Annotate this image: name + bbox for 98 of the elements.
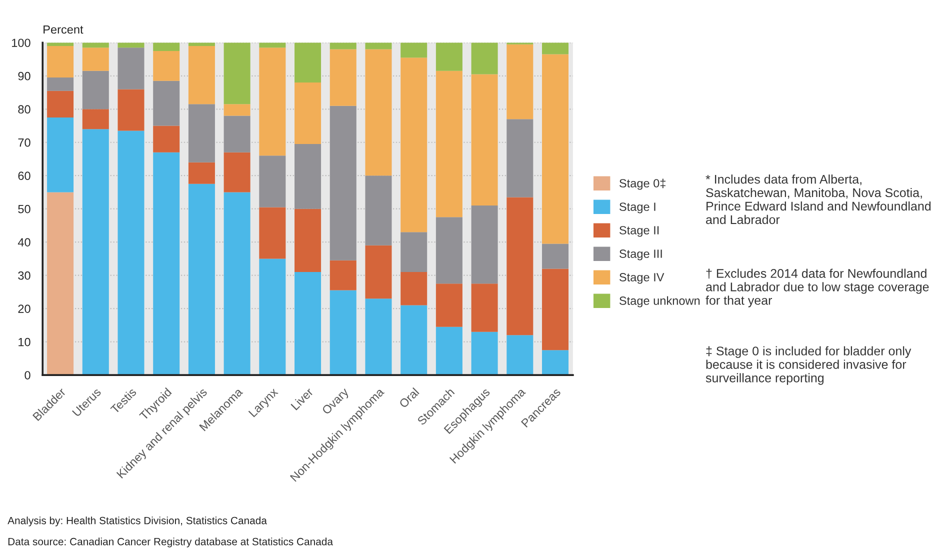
text: * Includes data from Alberta, Saskatchewan, Manitoba, Nova Scotia, Prince Edward Island and Newfoundland and Labrador [706,174,931,224]
bar [436,70,462,218]
bar [400,305,428,376]
bar [294,208,322,272]
bar [400,272,428,306]
y-axis-title: Percent [44,25,84,34]
bar [47,90,74,118]
bar [259,207,286,259]
bar [82,42,109,48]
bar [188,162,215,184]
legend-label: Stage III [619,250,662,260]
bar [365,176,392,246]
bar [188,46,215,104]
y-tick-label: 30 [18,271,30,280]
bar [330,106,356,260]
x-tick-label: Oral [398,387,420,408]
bar [47,42,74,46]
bar [294,144,322,209]
bar [224,116,250,152]
bar [224,192,250,376]
bar [188,42,215,46]
bar [506,197,534,336]
bar [436,217,462,284]
bar [542,350,569,376]
bar [118,42,144,48]
text: † Excludes 2014 data for Newfoundland and Labrador due to low stage coverage for that year [706,268,929,308]
bar [224,152,250,192]
bar [259,258,286,376]
bar [471,284,498,332]
bar [365,49,392,176]
bar [330,49,356,106]
bar [330,42,356,50]
bar [47,117,74,192]
bar [153,42,180,51]
legend-label: Stage I [619,202,656,214]
bar [153,50,180,81]
bar [400,42,428,58]
text: ‡ Stage 0 is included for bladder only because it is considered invasive for surveillance reporting [706,346,912,385]
bar [47,78,74,91]
bar [400,232,428,272]
bar [506,44,534,120]
y-tick-label: 50 [18,204,30,214]
y-tick-label: 10 [18,338,30,346]
bar [259,48,286,156]
bar [506,119,534,198]
bar [471,74,498,206]
y-tick-label: 0 [24,371,30,380]
bar [471,42,498,74]
bar [118,48,144,90]
bar [330,260,356,290]
bar [365,298,392,376]
legend-label: Stage 0‡ [619,178,666,190]
legend-label: Stage unknown [619,296,700,308]
y-tick-label: 60 [18,172,30,180]
bar [259,42,286,48]
legend-label: Stage IV [619,273,664,284]
bar [188,184,215,376]
bar [47,192,74,376]
y-tick-label: 90 [18,72,30,80]
bar [471,332,498,376]
bar [153,80,180,126]
y-tick-label: 100 [12,38,30,48]
bar [294,82,322,144]
bar [400,58,428,232]
bar [259,156,286,208]
bar [436,284,462,327]
bar [188,104,215,162]
bar [118,89,144,131]
bar [365,245,392,299]
bar [471,206,498,284]
bar [542,54,569,244]
bar [294,42,322,83]
bar [82,129,109,376]
bar [542,268,569,350]
source-note: Data source: Canadian Cancer Registry database at Statistics Canada [8,538,333,548]
y-tick-label: 20 [18,304,30,313]
legend-label: Stage II [619,226,659,237]
bar [542,244,569,269]
bar [153,126,180,152]
bar [542,42,569,54]
bar [365,42,392,50]
bar [82,70,109,110]
y-tick-label: 40 [18,238,30,246]
bar [82,48,109,71]
bar [153,152,180,376]
bar [436,42,462,71]
bar [82,109,109,130]
bar [506,335,534,376]
bar [330,290,356,376]
bar [224,104,250,116]
y-tick-label: 70 [18,138,30,147]
bar [118,130,144,376]
text: Analysis by: Health Statistics Division, Statistics Canada [8,516,267,526]
bar [436,326,462,376]
bar [47,46,74,78]
bar [294,272,322,376]
bar [224,42,250,104]
y-tick-label: 80 [18,105,30,114]
